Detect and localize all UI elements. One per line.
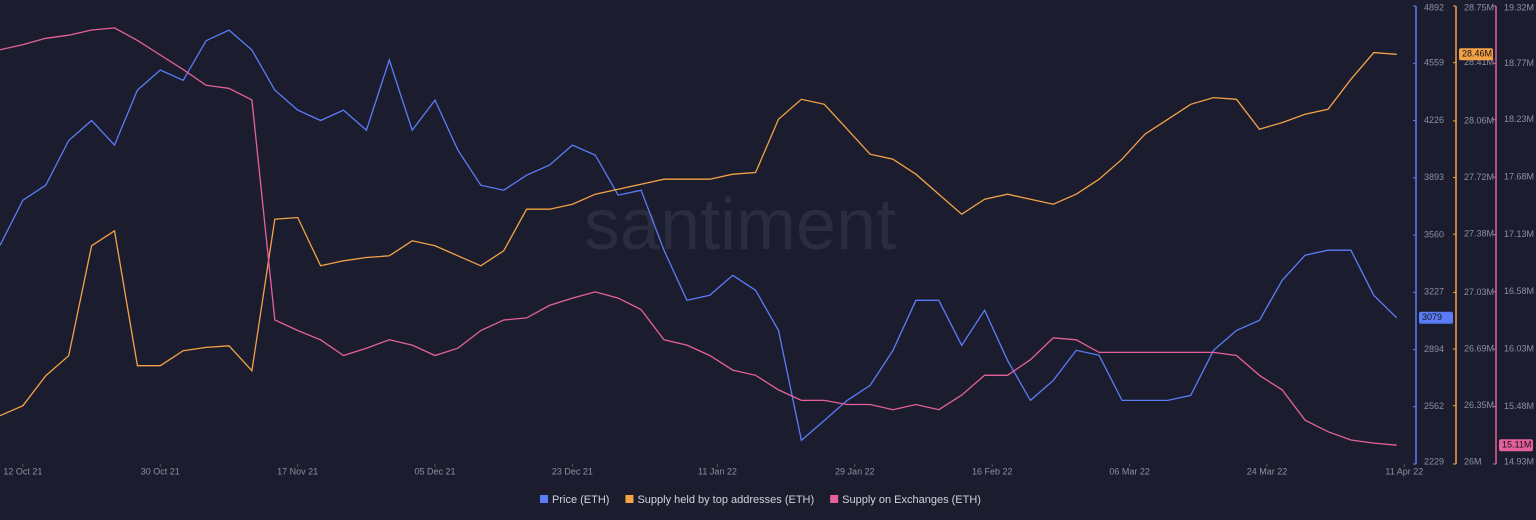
y-tick-label: 19.32M [1504, 2, 1534, 12]
y-tick-label: 3560 [1424, 229, 1444, 239]
y-tick-label: 14.93M [1504, 456, 1534, 466]
y-tick-label: 2562 [1424, 401, 1444, 411]
y-tick-label: 26.35M [1464, 400, 1494, 410]
y-tick-label: 18.23M [1504, 114, 1534, 124]
end-value-label: 28.46M [1462, 49, 1492, 59]
legend-label[interactable]: Supply on Exchanges (ETH) [842, 494, 981, 506]
y-tick-label: 17.68M [1504, 171, 1534, 181]
y-tick-label: 18.77M [1504, 58, 1534, 68]
y-tick-label: 3893 [1424, 172, 1444, 182]
legend: Price (ETH) Supply held by top addresses … [540, 494, 981, 506]
series-line [0, 27, 1397, 446]
y-tick-label: 4559 [1424, 58, 1444, 68]
x-tick-label: 29 Jan 22 [835, 466, 875, 476]
y-tick-label: 4226 [1424, 115, 1444, 125]
y-tick-label: 28.41M [1464, 57, 1494, 67]
end-value-box [1459, 48, 1493, 61]
x-tick-label: 11 Jan 22 [698, 466, 737, 476]
legend-swatch[interactable] [540, 495, 548, 503]
y-tick-label: 27.72M [1464, 172, 1494, 182]
y-tick-label: 2229 [1424, 456, 1444, 466]
x-tick-label: 11 Apr 22 [1385, 466, 1423, 476]
y-tick-label: 28.06M [1464, 115, 1494, 125]
y-tick-label: 16.58M [1504, 286, 1534, 296]
end-value-label: 3079 [1422, 312, 1442, 322]
y-tick-label: 27.03M [1464, 287, 1494, 297]
end-value-tag: 28.46M [1459, 48, 1493, 61]
legend-label[interactable]: Price (ETH) [552, 494, 609, 506]
y-tick-label: 28.75M [1464, 2, 1494, 12]
y-tick-label: 17.13M [1504, 229, 1534, 239]
x-tick-label: 16 Feb 22 [972, 466, 1013, 476]
x-tick-label: 06 Mar 22 [1109, 466, 1150, 476]
x-tick-label: 12 Oct 21 [3, 466, 42, 476]
end-value-tag: 15.11M [1499, 439, 1533, 452]
x-tick-label: 17 Nov 21 [277, 466, 318, 476]
y-tick-label: 26M [1464, 456, 1482, 466]
y-tick-label: 3227 [1424, 287, 1444, 297]
y-tick-label: 16.03M [1504, 344, 1534, 354]
x-tick-label: 24 Mar 22 [1247, 466, 1288, 476]
y-tick-label: 27.38M [1464, 229, 1494, 239]
x-tick-label: 23 Dec 21 [552, 466, 593, 476]
end-value-box [1499, 439, 1533, 452]
end-value-label: 15.11M [1502, 440, 1531, 450]
legend-swatch[interactable] [625, 495, 634, 503]
end-value-tag: 3079 [1419, 311, 1453, 324]
y-tick-label: 4892 [1424, 2, 1444, 12]
x-tick-label: 05 Dec 21 [415, 466, 456, 476]
end-value-box [1419, 311, 1453, 324]
y-tick-label: 2894 [1424, 344, 1444, 354]
y-tick-label: 26.69M [1464, 343, 1494, 353]
watermark: santiment [584, 185, 896, 265]
x-tick-label: 30 Oct 21 [141, 466, 180, 476]
series-line [0, 51, 1397, 417]
legend-swatch[interactable] [830, 495, 839, 503]
y-tick-label: 15.48M [1504, 401, 1534, 411]
legend-label[interactable]: Supply held by top addresses (ETH) [637, 494, 814, 506]
series-line [0, 29, 1398, 442]
